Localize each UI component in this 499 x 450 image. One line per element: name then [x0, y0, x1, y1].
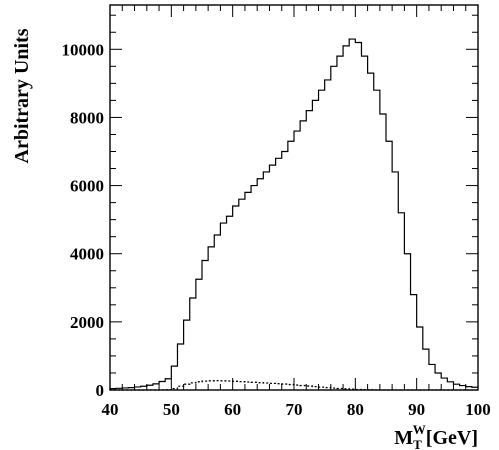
x-axis-label-base: M — [394, 427, 413, 449]
x-tick-label: 90 — [408, 400, 425, 419]
histogram-dotted — [110, 379, 478, 391]
x-axis-label-superscript: W — [413, 422, 426, 437]
y-tick-label: 0 — [96, 381, 105, 400]
histogram-solid — [109, 38, 478, 390]
x-axis-label-subscript: T — [413, 437, 422, 450]
y-tick-label: 4000 — [70, 245, 104, 264]
x-tick-label: 60 — [224, 400, 241, 419]
x-axis-label-unit: [GeV] — [426, 427, 478, 449]
y-tick-label: 8000 — [70, 108, 104, 127]
y-tick-label: 2000 — [70, 313, 104, 332]
x-tick-label: 70 — [286, 400, 303, 419]
y-tick-label: 10000 — [62, 40, 105, 59]
x-tick-label: 80 — [347, 400, 364, 419]
x-tick-label: 40 — [102, 400, 119, 419]
y-axis-label: Arbitrary Units — [11, 28, 33, 163]
x-axis-label: MTW[GeV] — [394, 422, 478, 450]
y-tick-label: 6000 — [70, 177, 104, 196]
x-tick-label: 100 — [465, 400, 491, 419]
x-tick-label: 50 — [163, 400, 180, 419]
